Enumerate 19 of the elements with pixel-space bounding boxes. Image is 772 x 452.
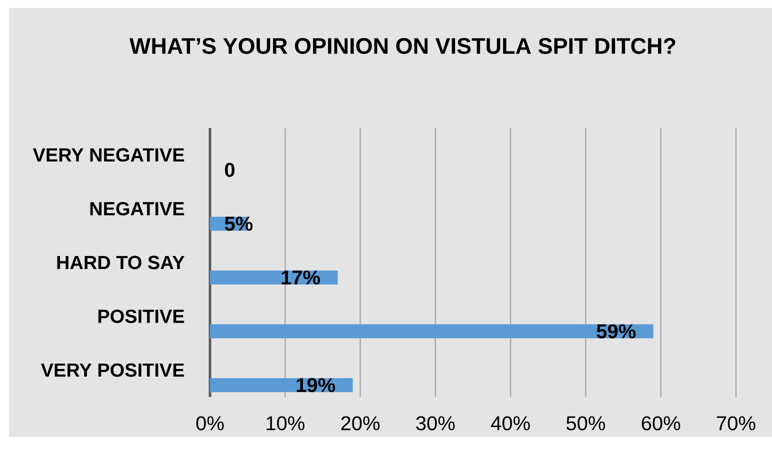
- y-tick-label: POSITIVE: [98, 310, 184, 324]
- x-tick-label: 10%: [266, 416, 304, 430]
- x-tick-label: 60%: [642, 416, 680, 430]
- data-label: 17%: [282, 270, 320, 285]
- x-tick-label: 30%: [416, 416, 455, 430]
- x-tick-label: 50%: [566, 416, 605, 430]
- bar: [210, 324, 654, 338]
- x-tick-label: 40%: [491, 416, 530, 430]
- y-tick-label: NEGATIVE: [90, 202, 184, 216]
- y-tick-label: HARD TO SAY: [57, 256, 184, 270]
- y-tick-label: VERY NEGATIVE: [32, 148, 184, 162]
- x-tick-label: 0%: [196, 416, 224, 430]
- x-tick-label: 20%: [341, 416, 380, 430]
- data-label: 59%: [596, 324, 636, 338]
- data-label: 0: [224, 162, 235, 177]
- data-label: 19%: [296, 378, 336, 392]
- chart-title: WHAT’S YOUR OPINION ON VISTULA SPIT DITCH?: [129, 38, 676, 54]
- y-tick-label: VERY POSITIVE: [40, 363, 184, 377]
- x-tick-label: 70%: [716, 416, 756, 430]
